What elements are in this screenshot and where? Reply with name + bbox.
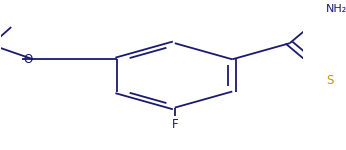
Text: F: F <box>172 118 178 131</box>
Text: S: S <box>326 74 333 87</box>
Text: NH₂: NH₂ <box>326 4 346 14</box>
Text: O: O <box>23 53 33 66</box>
